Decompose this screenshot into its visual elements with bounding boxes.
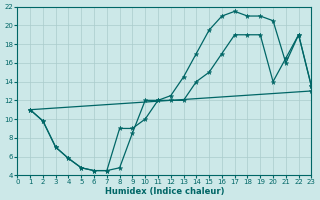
X-axis label: Humidex (Indice chaleur): Humidex (Indice chaleur) xyxy=(105,187,224,196)
